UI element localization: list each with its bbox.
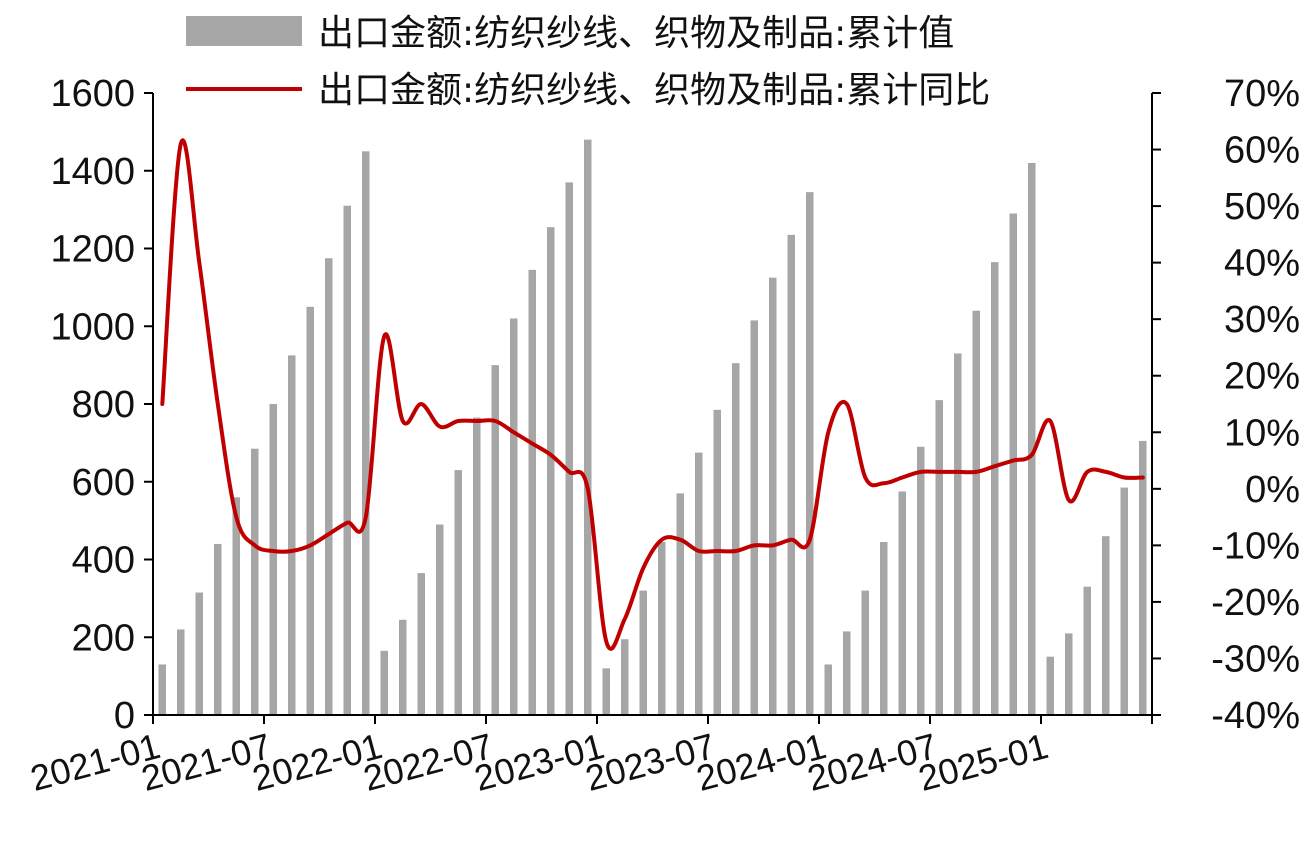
bar-2024-06	[917, 446, 925, 715]
bar-2025-01	[1046, 656, 1054, 715]
x-tick-label: 2025-01	[914, 725, 1052, 799]
right-tick-label: 0%	[1245, 469, 1300, 511]
bar-2021-08	[288, 355, 296, 715]
left-tick-label: 800	[72, 384, 135, 426]
legend-line-label: 出口金额:纺织纱线、织物及制品:累计同比	[318, 70, 990, 111]
bar-2024-02	[843, 631, 851, 715]
bar-2024-09	[972, 310, 980, 715]
bar-2023-07	[713, 409, 721, 715]
bar-2024-12	[1028, 162, 1036, 716]
bar-2023-03	[639, 590, 647, 715]
bar-2022-02	[399, 619, 407, 715]
left-tick-label: 600	[72, 462, 135, 504]
legend-bar-swatch	[186, 16, 302, 46]
bar-2022-03	[417, 573, 425, 715]
bar-2025-03	[1083, 586, 1091, 715]
left-tick-label: 1400	[50, 151, 135, 193]
left-tick-label: 0	[114, 695, 135, 737]
bar-2021-12	[362, 151, 370, 715]
bar-2021-05	[232, 497, 240, 715]
right-tick-label: 60%	[1224, 130, 1300, 172]
left-tick-label: 200	[72, 617, 135, 659]
bar-2025-04	[1102, 536, 1110, 715]
bar-2023-05	[676, 493, 684, 715]
bar-2024-07	[935, 400, 943, 715]
bar-2025-05	[1120, 487, 1128, 715]
legend-bar-label: 出口金额:纺织纱线、织物及制品:累计值	[318, 13, 954, 54]
bar-2023-11	[787, 234, 795, 716]
yoy-line-series	[160, 138, 1145, 651]
bar-2023-02	[621, 639, 629, 715]
right-tick-label: 40%	[1224, 243, 1300, 285]
bar-2023-10	[769, 277, 777, 715]
bar-2025-02	[1065, 633, 1073, 715]
bar-2021-04	[214, 543, 222, 715]
bar-2022-07	[491, 365, 499, 715]
right-tick-label: -20%	[1211, 582, 1300, 624]
bar-2023-04	[658, 542, 666, 715]
right-tick-label: -10%	[1211, 525, 1300, 567]
bar-2022-06	[473, 417, 481, 715]
bar-2021-09	[306, 306, 314, 715]
left-tick-label: 1000	[50, 306, 135, 348]
right-axis-ticks: -40% -30% -20% -10% 0% 10% 20% 30% 40% 50% 60% 70%	[1152, 73, 1300, 737]
bar-2024-11	[1009, 213, 1017, 715]
bar-2023-06	[695, 452, 703, 715]
left-axis-ticks: 0 200 400 600 800 1000 1200 1400 1600	[50, 73, 153, 737]
bar-2024-05	[898, 491, 906, 715]
right-tick-label: 20%	[1224, 356, 1300, 398]
bar-2022-05	[454, 470, 462, 715]
bar-2025-06	[1139, 440, 1147, 715]
bar-2022-04	[436, 524, 444, 715]
bar-2023-01	[602, 668, 610, 715]
bar-2021-01	[158, 664, 166, 715]
bar-2024-04	[880, 542, 888, 715]
bar-2022-09	[528, 269, 536, 715]
right-tick-label: 50%	[1224, 186, 1300, 228]
left-tick-label: 400	[72, 540, 135, 582]
right-tick-label: 30%	[1224, 299, 1300, 341]
bar-2022-11	[565, 182, 573, 716]
bar-2021-06	[251, 448, 259, 715]
right-tick-label: 10%	[1224, 412, 1300, 454]
legend: 出口金额:纺织纱线、织物及制品:累计值 出口金额:纺织纱线、织物及制品:累计同比	[186, 13, 990, 111]
bar-2023-09	[750, 320, 758, 715]
right-tick-label: -40%	[1211, 695, 1300, 737]
bar-2021-02	[177, 629, 185, 715]
bar-2022-10	[547, 227, 555, 715]
bar-2024-08	[954, 353, 962, 715]
left-tick-label: 1200	[50, 229, 135, 271]
bar-2024-10	[991, 262, 999, 715]
right-tick-label: 70%	[1224, 73, 1300, 115]
bar-2022-12	[584, 139, 592, 715]
right-tick-label: -30%	[1211, 638, 1300, 680]
left-tick-label: 1600	[50, 73, 135, 115]
axes	[152, 93, 1153, 716]
bar-2022-01	[380, 650, 388, 715]
bar-2024-01	[824, 664, 832, 715]
bar-2021-07	[269, 404, 277, 715]
bar-series	[158, 139, 1147, 716]
x-axis-ticks: 2021-012021-072022-012022-072023-012023-…	[26, 715, 1153, 799]
bar-2022-08	[510, 318, 518, 715]
bar-2023-12	[806, 192, 814, 716]
bar-2024-03	[861, 590, 869, 715]
bar-2021-03	[195, 592, 203, 715]
bar-2021-11	[343, 205, 351, 716]
bar-2023-08	[732, 363, 740, 715]
bar-2021-10	[325, 258, 333, 715]
